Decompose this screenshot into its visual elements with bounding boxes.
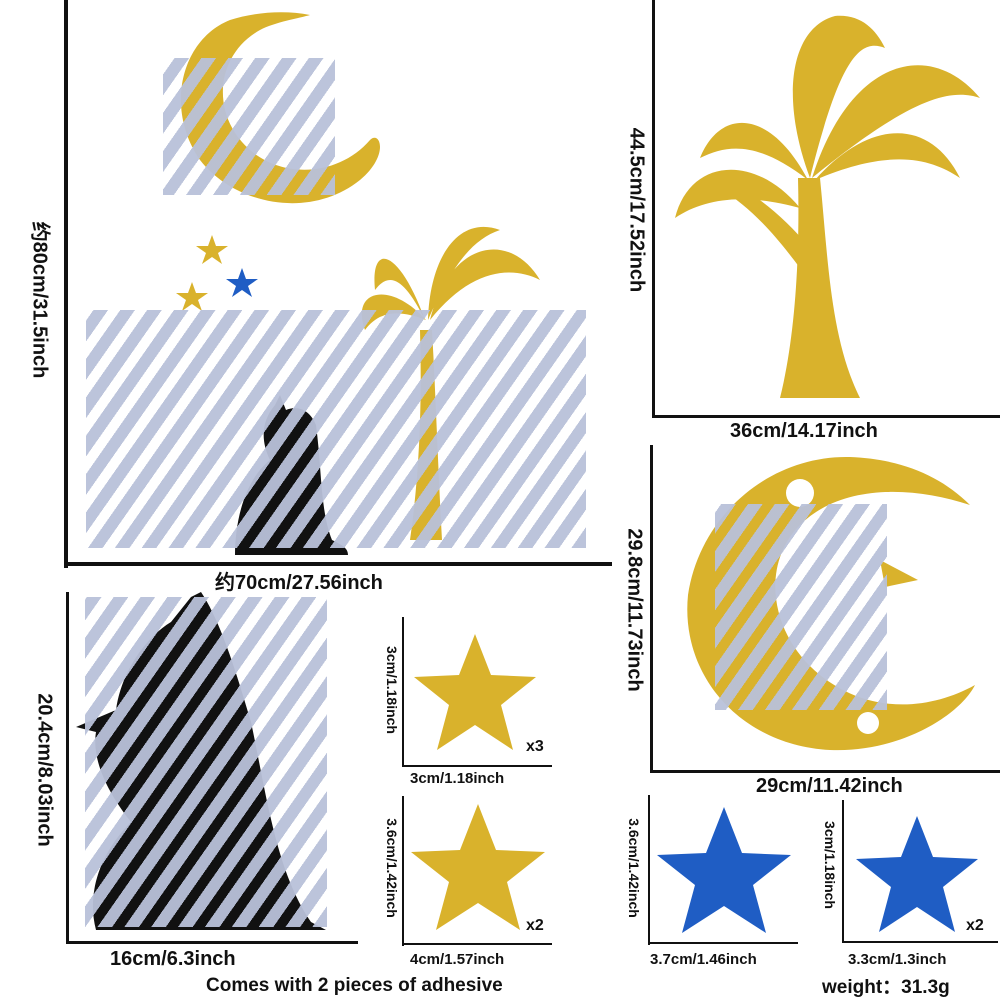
gold-star-large-width-label: 4cm/1.57inch (410, 951, 505, 968)
palm-leaf-right (812, 65, 980, 178)
blue-star-large-artwork (657, 807, 791, 933)
palm-trunk (780, 178, 860, 398)
moon-hole-2 (857, 712, 879, 734)
blue-star-large-shape (657, 807, 791, 933)
weight-label: weight：31.3g (822, 977, 950, 998)
main-star-gold-1 (196, 235, 228, 264)
palm-bottom-axis (652, 415, 1000, 418)
blue-star-large-height-label: 3.6cm/1.42inch (626, 818, 642, 918)
main-moon-watermark (163, 58, 335, 195)
main-set-bottom-axis (64, 562, 612, 566)
gold-star-small-width-label: 3cm/1.18inch (410, 770, 505, 787)
blue-star-small-shape (856, 816, 978, 932)
blue-star-small-bottom-axis (842, 941, 998, 943)
cat-watermark (85, 597, 327, 927)
cat-width-label: 16cm/6.3inch (110, 948, 236, 970)
moon-height-label: 29.8cm/11.73inch (623, 528, 646, 692)
palm-leaf-top (792, 15, 885, 179)
blue-star-small-height-label: 3cm/1.18inch (822, 821, 838, 909)
main-scene-watermark (86, 310, 586, 548)
adhesive-note: Comes with 2 pieces of adhesive (206, 975, 503, 996)
palm-leaf-right-low (815, 133, 960, 180)
palm-width-label: 36cm/14.17inch (730, 420, 878, 442)
gold-star-small-quantity: x3 (526, 738, 544, 755)
blue-star-small-quantity: x2 (966, 917, 984, 934)
cat-bottom-axis (66, 941, 358, 944)
cat-height-label: 20.4cm/8.03inch (33, 693, 56, 847)
gold-star-large-height-label: 3.6cm/1.42inch (384, 818, 400, 918)
cat-left-axis (66, 592, 69, 944)
palm-artwork (675, 15, 980, 398)
palm-leaf-left-low (675, 169, 800, 218)
palm-height-label: 44.5cm/17.52inch (625, 127, 648, 293)
gold-star-small-bottom-axis (402, 765, 552, 767)
main-set-width-label: 约70cm/27.56inch (215, 572, 383, 594)
gold-star-small-height-label: 3cm/1.18inch (384, 646, 400, 734)
gold-star-large-shape (411, 804, 545, 930)
main-palm-leaves (361, 226, 540, 330)
blue-star-small-width-label: 3.3cm/1.3inch (848, 951, 947, 968)
blue-star-small-artwork (856, 816, 978, 932)
moon-width-label: 29cm/11.42inch (756, 775, 903, 797)
moon-watermark (715, 504, 887, 710)
gold-star-small-left-axis (402, 617, 404, 767)
blue-star-large-width-label: 3.7cm/1.46inch (650, 951, 757, 968)
blue-star-small-left-axis (842, 800, 844, 943)
main-set-height-label: 约80cm/31.5inch (28, 221, 51, 379)
moon-notch (880, 560, 918, 587)
gold-star-small-artwork (414, 634, 536, 750)
gold-star-small-shape (414, 634, 536, 750)
moon-hole-1 (786, 479, 814, 507)
gold-star-large-bottom-axis (402, 943, 552, 945)
main-star-blue-1 (226, 268, 258, 297)
main-star-gold-2 (176, 282, 208, 311)
palm-trunk-branch (720, 180, 810, 268)
gold-star-large-quantity: x2 (526, 917, 544, 934)
main-set-left-axis (64, 0, 68, 568)
palm-left-axis (652, 0, 655, 418)
moon-bottom-axis (650, 770, 1000, 773)
gold-star-large-left-axis (402, 796, 404, 946)
gold-star-large-artwork (411, 804, 545, 930)
palm-leaf-left (700, 122, 808, 180)
moon-left-axis (650, 445, 653, 773)
blue-star-large-left-axis (648, 795, 650, 945)
blue-star-large-bottom-axis (648, 942, 798, 944)
